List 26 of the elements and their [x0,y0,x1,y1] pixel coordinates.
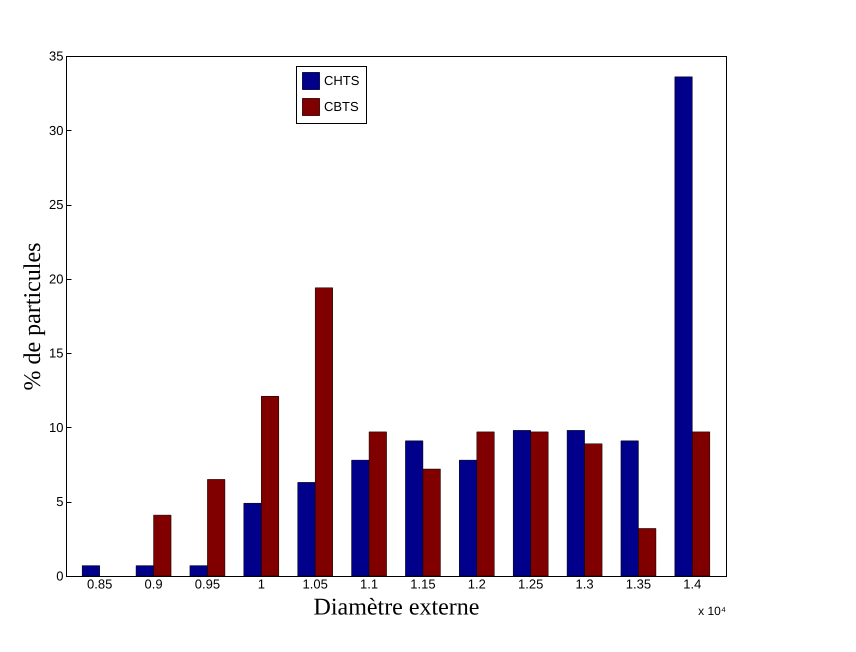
x-axis-title: Diamètre externe [314,594,480,620]
y-tick-label: 10 [49,420,64,435]
y-tick-label: 25 [49,197,64,212]
x-tick-label: 0.95 [194,576,220,592]
bar [82,565,100,576]
legend-label: CHTS [324,73,360,88]
x-tick-label: 0.9 [144,576,163,592]
x-tick-label: 1.15 [410,576,436,592]
x-tick-label: 1.05 [302,576,328,592]
y-axis-title: % de particules [20,242,46,390]
x-tick-label: 1.3 [576,576,594,592]
x-tick-label: 1.4 [683,576,702,592]
y-tick-label: 35 [49,48,64,64]
y-tick-label: 15 [49,346,64,361]
x-tick-label: 1 [258,576,265,592]
x-tick-label: 1.1 [360,576,378,592]
y-tick-label: 20 [49,271,64,286]
y-tick-label: 0 [56,568,64,584]
x-tick-label: 1.25 [518,576,544,592]
x-tick-label: 1.2 [468,576,486,592]
y-tick-label: 30 [49,122,64,138]
x-tick-label: 1.35 [626,576,652,592]
legend-label: CBTS [324,99,359,114]
y-tick-label: 5 [56,494,64,510]
text: x 10⁴ [698,604,726,618]
x-tick-label: 0.85 [87,576,112,592]
